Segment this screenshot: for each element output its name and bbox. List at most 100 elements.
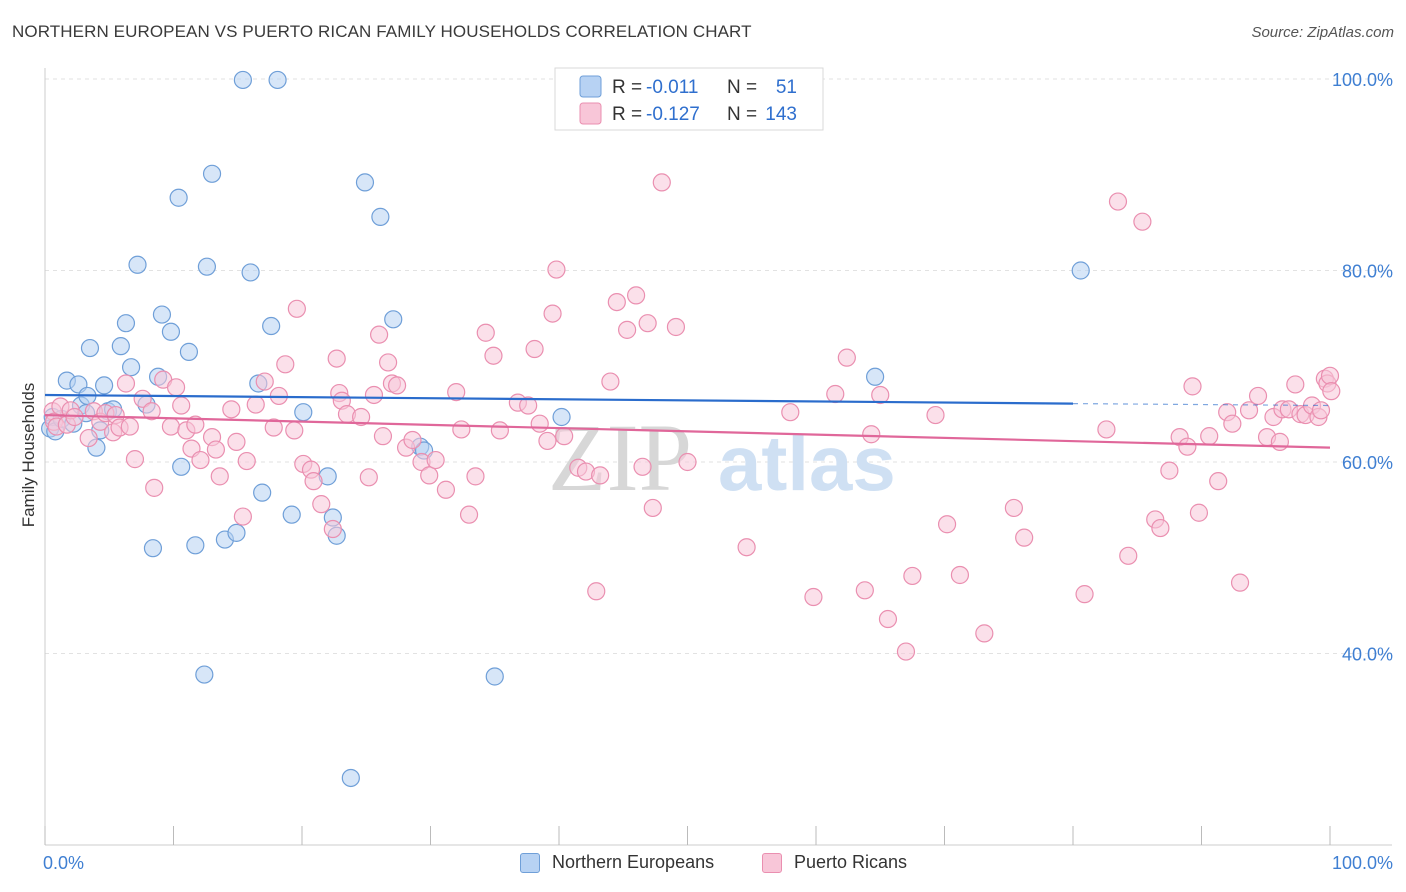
point-puerto-ricans <box>1108 192 1128 211</box>
point-puerto-ricans <box>737 538 756 557</box>
point-puerto-ricans <box>633 457 652 476</box>
point-puerto-ricans <box>547 260 566 279</box>
point-puerto-ricans <box>466 467 485 486</box>
point-puerto-ricans <box>538 431 557 451</box>
point-puerto-ricans <box>210 467 229 486</box>
point-puerto-ricans <box>1015 528 1034 547</box>
legend-n-label-0: N = <box>727 77 757 98</box>
point-puerto-ricans <box>1311 401 1331 420</box>
legend-n-value-0: 51 <box>776 77 797 98</box>
point-northern-europeans <box>169 188 188 207</box>
legend-swatch-northern-europeans <box>579 75 602 98</box>
point-puerto-ricans <box>484 346 503 365</box>
legend: R = -0.011 N = 51 R = -0.127 N = 143 <box>554 67 824 131</box>
axes <box>44 68 1392 846</box>
point-puerto-ricans <box>871 385 890 405</box>
bottom-legend-puerto-ricans: Puerto Ricans <box>762 852 907 873</box>
point-northern-europeans <box>121 358 141 377</box>
point-puerto-ricans <box>285 421 304 440</box>
y-tick-label-100: 100.0% <box>1332 70 1393 90</box>
point-puerto-ricans <box>626 286 646 305</box>
point-puerto-ricans <box>264 418 283 437</box>
point-northern-europeans <box>282 505 301 524</box>
point-puerto-ricans <box>975 624 994 643</box>
point-puerto-ricans <box>1160 461 1179 480</box>
point-puerto-ricans <box>878 609 898 629</box>
point-puerto-ricans <box>638 314 657 333</box>
scatter-points <box>41 70 1341 788</box>
point-northern-europeans <box>202 164 222 183</box>
point-puerto-ricans <box>447 383 466 402</box>
point-puerto-ricans <box>1178 437 1197 456</box>
point-puerto-ricans <box>855 581 874 600</box>
point-puerto-ricans <box>591 466 610 485</box>
legend-n-value-1: 143 <box>765 104 797 125</box>
point-puerto-ricans <box>237 451 256 471</box>
point-puerto-ricans <box>166 378 186 397</box>
point-northern-europeans <box>179 342 199 361</box>
point-puerto-ricans <box>1209 472 1228 491</box>
chart-title: NORTHERN EUROPEAN VS PUERTO RICAN FAMILY… <box>12 22 752 41</box>
point-puerto-ricans <box>804 587 823 607</box>
point-northern-europeans <box>241 263 260 282</box>
point-puerto-ricans <box>601 372 620 391</box>
point-puerto-ricans <box>826 384 845 404</box>
point-puerto-ricans <box>1223 414 1242 433</box>
point-puerto-ricans <box>120 417 139 436</box>
point-puerto-ricans <box>1189 503 1209 522</box>
point-puerto-ricans <box>352 407 371 427</box>
point-puerto-ricans <box>1322 382 1341 401</box>
point-puerto-ricans <box>186 415 205 434</box>
x-tick-label-min: 0.0% <box>43 853 84 873</box>
point-puerto-ricans <box>1004 498 1023 518</box>
point-northern-europeans <box>128 255 147 274</box>
point-puerto-ricans <box>950 565 970 585</box>
bottom-legend-label-northern-europeans: Northern Europeans <box>552 852 715 872</box>
point-puerto-ricans <box>387 376 407 395</box>
point-puerto-ricans <box>1200 427 1219 446</box>
point-puerto-ricans <box>172 396 191 415</box>
point-puerto-ricans <box>1183 377 1202 396</box>
point-puerto-ricans <box>926 405 945 425</box>
point-puerto-ricans <box>1230 573 1250 592</box>
trend-line-extension-northern-europeans <box>1072 402 1331 407</box>
point-puerto-ricans <box>525 339 544 359</box>
legend-swatch-puerto-ricans <box>579 102 602 125</box>
point-puerto-ricans <box>666 317 686 337</box>
point-puerto-ricans <box>1248 386 1268 406</box>
point-puerto-ricans <box>1239 401 1259 420</box>
point-puerto-ricans <box>862 425 881 444</box>
point-puerto-ricans <box>312 495 331 514</box>
point-northern-europeans <box>1071 261 1090 280</box>
trend-line-puerto-ricans <box>44 413 1331 449</box>
point-puerto-ricans <box>1119 546 1138 565</box>
point-puerto-ricans <box>323 519 342 539</box>
point-northern-europeans <box>355 173 375 192</box>
trend-lines <box>44 393 1331 449</box>
point-puerto-ricans <box>643 498 662 518</box>
point-northern-europeans <box>294 403 313 422</box>
point-puerto-ricans <box>1133 212 1152 231</box>
point-northern-europeans <box>485 667 504 686</box>
point-puerto-ricans <box>1286 375 1305 394</box>
point-northern-europeans <box>195 665 214 684</box>
point-puerto-ricans <box>227 432 246 451</box>
point-puerto-ricans <box>618 320 637 339</box>
point-puerto-ricans <box>1320 366 1340 385</box>
point-puerto-ricans <box>937 515 957 534</box>
point-puerto-ricans <box>837 348 856 367</box>
gridlines <box>45 78 1392 654</box>
point-puerto-ricans <box>287 299 306 318</box>
point-puerto-ricans <box>222 400 241 419</box>
point-northern-europeans <box>552 407 571 427</box>
point-northern-europeans <box>161 322 181 341</box>
point-puerto-ricans <box>678 452 697 472</box>
y-tick-label-40: 40.0% <box>1342 645 1393 665</box>
point-puerto-ricans <box>543 304 562 323</box>
point-puerto-ricans <box>587 582 606 601</box>
point-puerto-ricans <box>459 505 479 524</box>
point-northern-europeans <box>233 70 252 90</box>
point-puerto-ricans <box>426 450 445 470</box>
bottom-legend-northern-europeans: Northern Europeans <box>520 852 714 873</box>
